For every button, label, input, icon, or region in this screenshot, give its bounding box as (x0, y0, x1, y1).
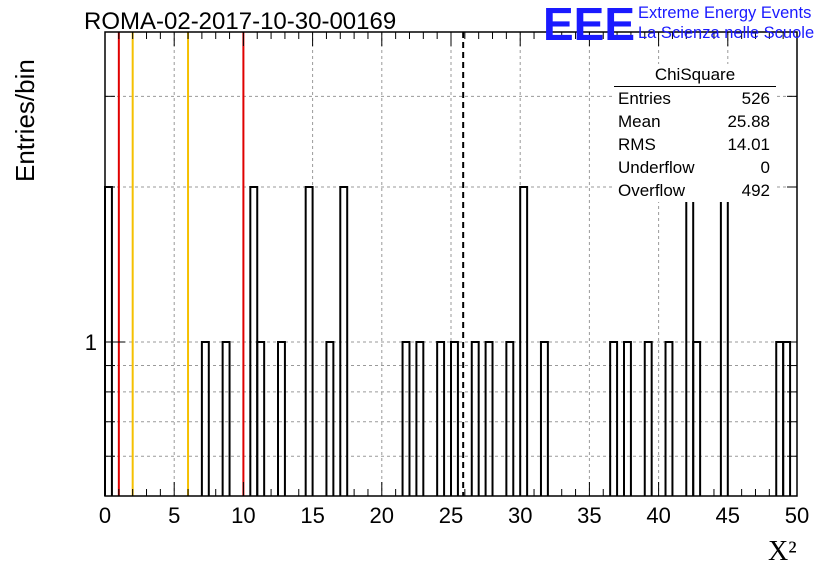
histogram-bar (623, 341, 632, 496)
run-title: ROMA-02-2017-10-30-00169 (84, 8, 397, 35)
x-tick-label: 10 (231, 503, 255, 528)
stats-label: Overflow (618, 181, 686, 200)
x-tick-label: 15 (300, 503, 324, 528)
x-tick-label: 0 (99, 503, 111, 528)
stats-row-entries: Entries 526 (612, 87, 776, 110)
x-tick-label: 50 (785, 503, 809, 528)
org-name: Extreme Energy Events La Scienza nelle S… (638, 3, 814, 43)
histogram-bar (519, 186, 529, 496)
y-tick-label: 1 (85, 330, 97, 355)
stats-value: 14.01 (727, 135, 770, 154)
histogram-bar (436, 341, 446, 496)
stats-name: ChiSquare (614, 64, 776, 87)
stats-box: ChiSquare Entries 526 Mean 25.88 RMS 14.… (612, 64, 776, 202)
stats-row-overflow: Overflow 492 (612, 179, 776, 202)
x-tick-label: 25 (439, 503, 463, 528)
histogram-bar (609, 341, 619, 496)
histogram-bar (692, 341, 702, 496)
histogram-bar (415, 341, 425, 496)
histogram-bar (221, 341, 231, 496)
histogram-bar (664, 341, 674, 496)
stats-value: 492 (741, 181, 770, 200)
x-tick-label: 20 (370, 503, 394, 528)
org-line-1: Extreme Energy Events (638, 4, 812, 22)
histogram-bar (339, 186, 349, 496)
eee-logo: EEE (543, 2, 635, 44)
histogram-bar (484, 341, 494, 496)
stats-label: RMS (618, 135, 656, 154)
stats-row-mean: Mean 25.88 (612, 110, 776, 133)
histogram-bar (325, 341, 335, 496)
org-line-2: La Scienza nelle Scuole (638, 24, 815, 42)
histogram-bar (304, 186, 314, 496)
x-tick-label: 35 (577, 503, 601, 528)
stats-label: Mean (618, 112, 661, 131)
logo-text: EEE (543, 2, 635, 44)
histogram-bar (539, 341, 549, 496)
histogram-bar (200, 341, 210, 496)
stats-label: Underflow (618, 158, 695, 177)
y-axis-label: Entries/bin (10, 59, 40, 182)
stats-label: Entries (618, 89, 671, 108)
histogram-bar (401, 341, 411, 496)
histogram-bar (450, 341, 459, 496)
stats-value: 526 (741, 89, 770, 108)
x-tick-label: 45 (716, 503, 740, 528)
stats-value: 25.88 (727, 112, 770, 131)
stats-value: 0 (760, 158, 770, 177)
stats-row-rms: RMS 14.01 (612, 133, 776, 156)
x-axis-label: X² (768, 536, 797, 568)
x-axis-label-text: X² (768, 536, 797, 567)
histogram-bar (470, 341, 480, 496)
x-tick-label: 40 (646, 503, 670, 528)
histogram-bar (277, 341, 286, 496)
x-tick-label: 5 (168, 503, 180, 528)
histogram-bar (256, 341, 266, 496)
stats-row-underflow: Underflow 0 (612, 156, 776, 179)
histogram-bar (505, 341, 515, 496)
histogram-bar (643, 341, 653, 496)
x-tick-label: 30 (508, 503, 532, 528)
